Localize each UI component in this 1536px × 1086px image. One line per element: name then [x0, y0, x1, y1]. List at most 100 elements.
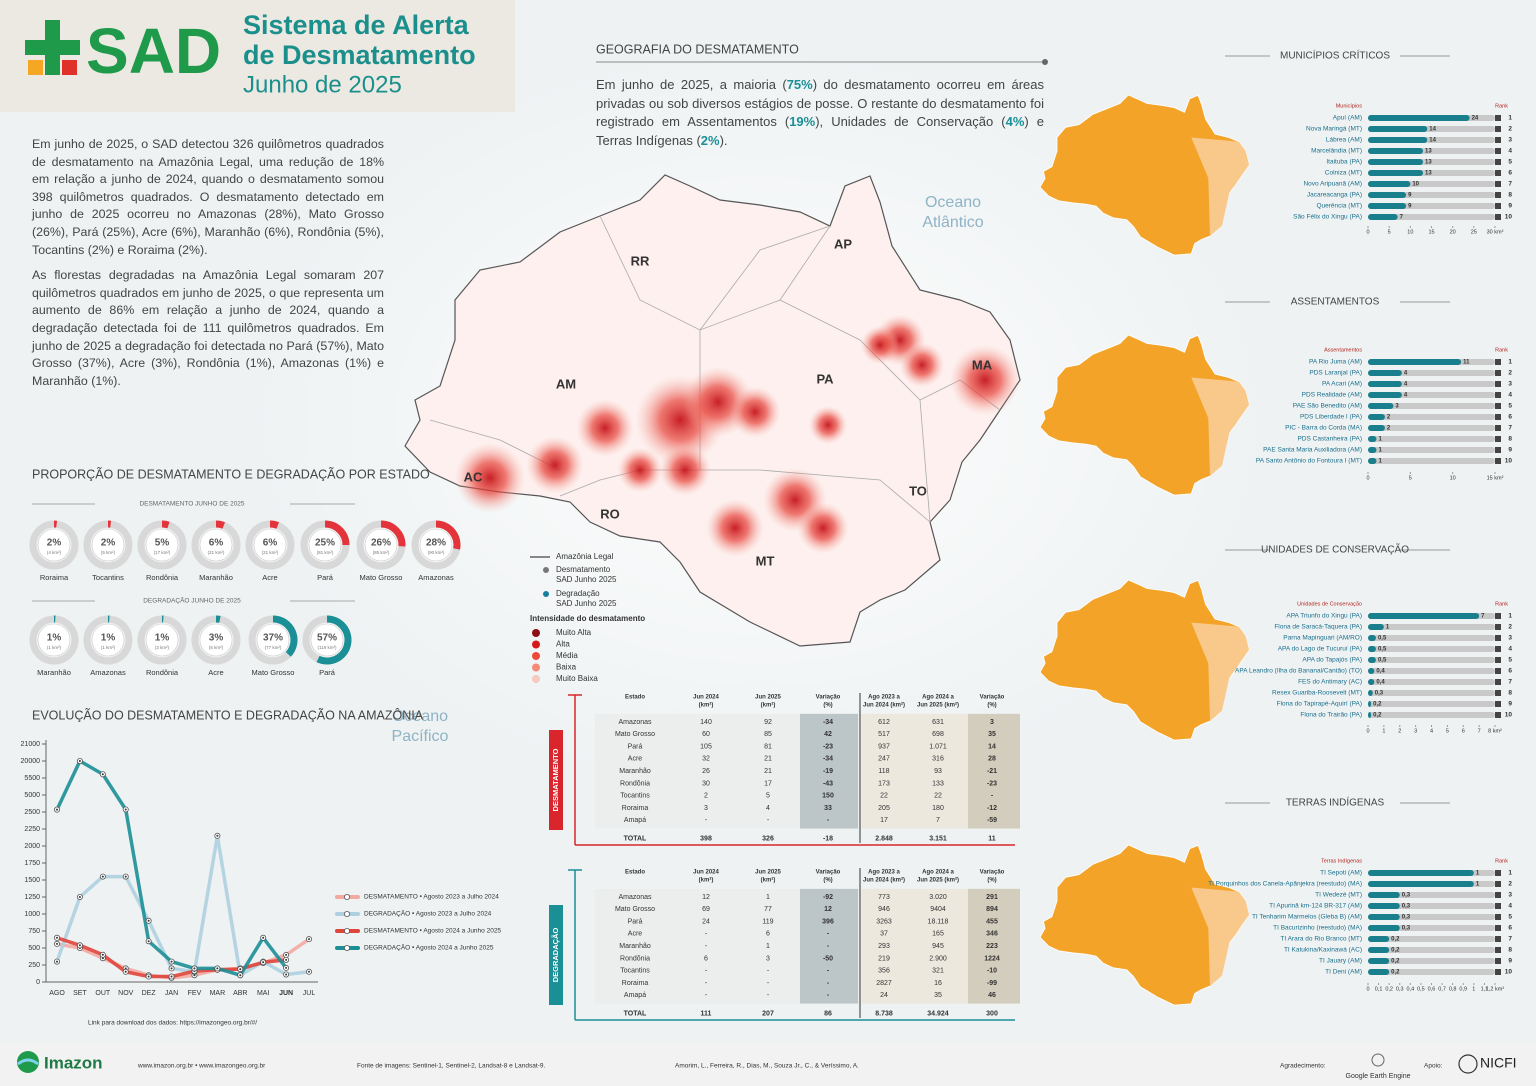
- legend-label: DEGRADAÇÃO • Agosto 2023 a Julho 2024: [364, 909, 492, 918]
- bar-track: [1368, 458, 1495, 464]
- x-tick-label: 0,1: [1375, 986, 1383, 992]
- table-cell: 12: [702, 894, 710, 901]
- bar: [1368, 936, 1390, 942]
- table-cell: 60: [702, 731, 710, 738]
- donut-value: 26%: [371, 538, 391, 549]
- item-name: Novo Aripuanã (AM): [1303, 181, 1362, 188]
- bar: [1368, 701, 1372, 707]
- donut-area: (81 km²): [317, 550, 334, 555]
- table-cell: 28: [988, 756, 996, 763]
- table-cell: 321: [932, 968, 944, 975]
- legend-label: DEGRADAÇÃO • Agosto 2024 a Junho 2025: [364, 943, 494, 952]
- hotspot: [706, 499, 764, 557]
- bar: [1368, 679, 1375, 685]
- table-header: Variação: [980, 695, 1005, 701]
- x-tick-label: 1,1: [1481, 986, 1489, 992]
- bar-value: 0,2: [1391, 959, 1400, 965]
- table-cell: Maranhão: [619, 768, 651, 775]
- table-cell: Mato Grosso: [615, 731, 655, 738]
- side-label-box: [549, 905, 563, 1005]
- donut-arc: [435, 520, 461, 550]
- rank-box: [1495, 214, 1501, 220]
- x-tick-label: 0: [1366, 229, 1369, 235]
- state-label: PA: [816, 371, 834, 386]
- donut-center: [199, 528, 233, 562]
- column-header: Rank: [1495, 347, 1508, 353]
- geography-text: Em junho de 2025, a maioria (75%) do des…: [596, 76, 1044, 150]
- bar-value: 0,2: [1373, 702, 1382, 708]
- marker-dot: [285, 966, 288, 969]
- table-cell: 3.020: [929, 894, 947, 901]
- y-tick-label: 0: [36, 979, 40, 986]
- column-header: Rank: [1495, 601, 1508, 607]
- item-name: PDS Realidade (AM): [1302, 392, 1362, 399]
- table-cell: Amazonas: [618, 719, 652, 726]
- bar-value: 0,3: [1375, 691, 1384, 697]
- x-tick-label: 1,2 km²: [1486, 986, 1505, 992]
- rank-box: [1495, 192, 1501, 198]
- rank: 9: [1508, 958, 1512, 965]
- text: ) do desmatamento ocorreu em áreas priva…: [596, 77, 1045, 130]
- bar-track: [1368, 936, 1495, 942]
- logo-wave: [17, 1058, 39, 1066]
- donut-center: [310, 623, 344, 657]
- donut-area: (5 km²): [101, 550, 116, 555]
- rank-box: [1495, 870, 1501, 876]
- table-cell: Mato Grosso: [615, 906, 655, 913]
- bar-value: 4: [1404, 393, 1408, 399]
- rule-dot: [1042, 59, 1048, 65]
- logo-icon: [17, 1051, 39, 1073]
- donut-name: Pará: [319, 668, 336, 677]
- bar-track: [1368, 712, 1495, 718]
- table-cell: 3: [766, 955, 770, 962]
- rank: 1: [1508, 115, 1512, 122]
- marker-dot: [308, 938, 310, 941]
- footer-text: NICFI: [1480, 1055, 1517, 1071]
- bar-value: 1: [1476, 871, 1480, 877]
- title: Sistema de Alerta: [243, 10, 470, 40]
- table-cell: 26: [702, 768, 710, 775]
- bar-value: 9: [1408, 204, 1412, 210]
- footer-text: Amorim, L., Ferreira, R., Dias, M., Souz…: [675, 1063, 859, 1070]
- table-cell: Roraima: [622, 805, 649, 812]
- column-header: Assentamentos: [1324, 347, 1362, 353]
- table-cell: -: [705, 931, 708, 938]
- footer-text: Google Earth Engine: [1346, 1073, 1411, 1080]
- bar-value: 0,3: [1402, 915, 1411, 921]
- table-cell: -: [827, 968, 830, 975]
- bar-value: 3: [1395, 404, 1399, 410]
- table-header: (%): [987, 703, 996, 709]
- bar: [1368, 392, 1402, 398]
- y-tick-label: 20000: [21, 758, 41, 765]
- marker-dot: [285, 953, 288, 956]
- bar: [1368, 170, 1424, 176]
- donut-center: [364, 528, 398, 562]
- rank: 8: [1508, 436, 1512, 443]
- org-name: Imazon: [44, 1053, 103, 1072]
- table-cell: Tocantins: [620, 968, 650, 975]
- state-label: AC: [464, 469, 483, 484]
- y-tick-label: 5000: [24, 792, 40, 799]
- item-name: PA Rio Juma (AM): [1309, 359, 1362, 366]
- donut-center: [256, 623, 290, 657]
- side-label: DESMATAMENTO: [551, 748, 560, 811]
- table-cell: -23: [987, 780, 997, 787]
- bar-value: 7: [1481, 614, 1485, 620]
- marker-dot: [78, 760, 81, 762]
- marker-dot: [78, 896, 81, 898]
- table-cell: 698: [932, 731, 944, 738]
- hotspot: [860, 325, 900, 365]
- table-header: Ago 2023 a: [868, 695, 900, 701]
- donut-value: 28%: [426, 538, 446, 549]
- x-tick-label: 0: [1366, 475, 1369, 481]
- bar: [1368, 381, 1402, 387]
- rank-box: [1495, 126, 1501, 132]
- table-cell: 205: [878, 805, 890, 812]
- bar-track: [1368, 914, 1495, 920]
- highlight: 4%: [1005, 114, 1025, 130]
- donut-value: 2%: [101, 538, 116, 549]
- bar: [1368, 958, 1390, 964]
- item-name: Nova Maringá (MT): [1306, 126, 1362, 133]
- table-header: Jun 2025: [755, 695, 781, 701]
- marker-dot: [285, 958, 288, 961]
